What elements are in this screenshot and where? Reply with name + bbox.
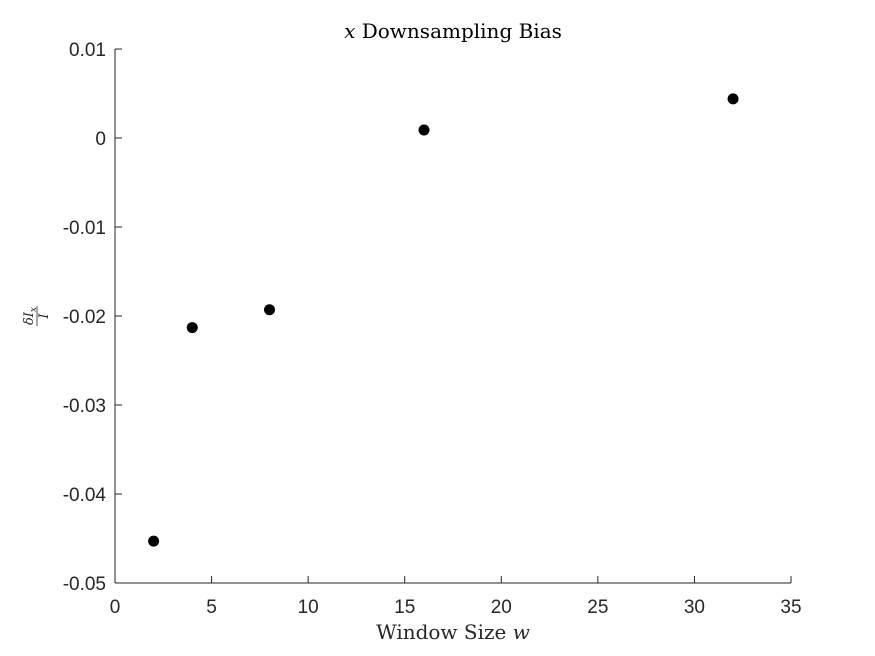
x-tick-label: 0 bbox=[110, 597, 121, 618]
x-axis-label-variable: w bbox=[513, 620, 530, 644]
data-point bbox=[418, 124, 430, 136]
y-axis-label-numerator: δI bbox=[22, 311, 37, 325]
y-tick-label: -0.04 bbox=[63, 485, 107, 506]
y-tick-label: -0.02 bbox=[63, 307, 106, 328]
x-axis-label: Window Size w bbox=[376, 620, 530, 644]
y-tick-label: -0.01 bbox=[63, 218, 106, 239]
svg-text:δIx: δIx bbox=[22, 307, 39, 325]
y-tick-label: -0.05 bbox=[63, 574, 106, 595]
y-axis-label-denominator: I bbox=[37, 313, 52, 320]
chart-title-variable: x bbox=[344, 19, 355, 43]
data-point bbox=[264, 304, 276, 316]
y-tick-label: -0.03 bbox=[63, 396, 106, 417]
x-tick-label: 35 bbox=[780, 597, 801, 618]
data-point bbox=[148, 535, 160, 547]
y-axis-ticks: -0.05 -0.04 -0.03 -0.02 -0.01 0 0.01 bbox=[63, 40, 122, 595]
x-axis-label-text: Window Size bbox=[376, 620, 513, 644]
y-tick-label: 0 bbox=[95, 129, 106, 150]
chart-title-text: Downsampling Bias bbox=[355, 19, 562, 43]
data-points bbox=[148, 93, 739, 547]
y-tick-label: 0.01 bbox=[69, 40, 106, 61]
x-tick-label: 20 bbox=[491, 597, 512, 618]
x-tick-label: 15 bbox=[394, 597, 415, 618]
x-tick-label: 30 bbox=[684, 597, 705, 618]
axes bbox=[114, 49, 791, 584]
x-tick-label: 5 bbox=[206, 597, 217, 618]
chart-title: x Downsampling Bias bbox=[344, 19, 562, 43]
data-point bbox=[186, 322, 198, 334]
data-point bbox=[727, 93, 739, 105]
x-axis-ticks: 0 5 10 15 20 25 30 35 bbox=[110, 576, 802, 618]
x-tick-label: 10 bbox=[298, 597, 319, 618]
y-axis-label: δIx I bbox=[22, 306, 52, 326]
y-axis-label-subscript: x bbox=[29, 307, 39, 312]
x-tick-label: 25 bbox=[587, 597, 608, 618]
